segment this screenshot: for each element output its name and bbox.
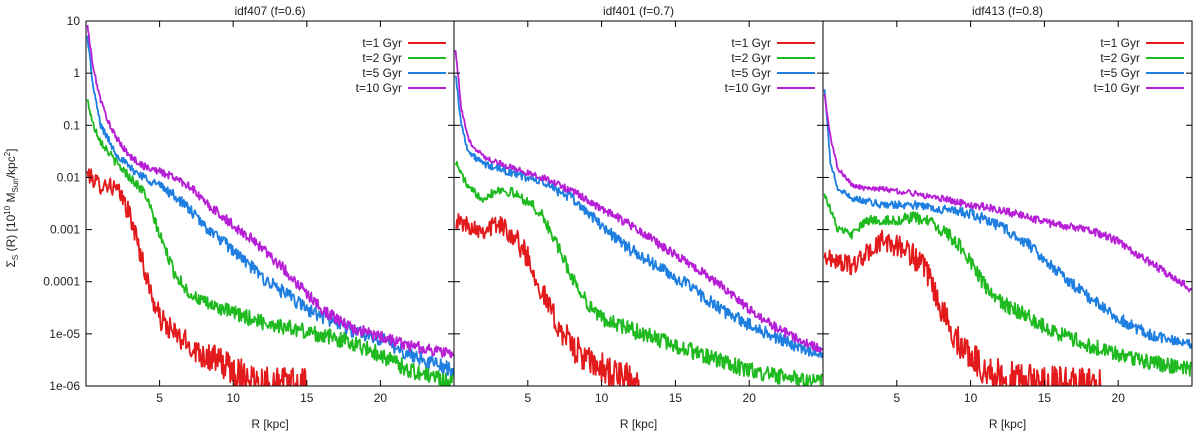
x-tick-label: 10	[595, 391, 609, 405]
x-axis-title: R [kpc]	[620, 417, 657, 431]
series-line-t-5-gyr	[454, 75, 823, 359]
y-tick-label: 10	[67, 14, 81, 28]
legend-label: t=5 Gyr	[362, 66, 402, 80]
x-tick-label: 20	[374, 391, 388, 405]
series-line-t-2-gyr	[86, 99, 454, 386]
legend-label: t=1 Gyr	[1100, 36, 1140, 50]
panel-title: idf413 (f=0.8)	[972, 4, 1043, 18]
series-line-t-10-gyr	[86, 25, 454, 359]
legend-label: t=5 Gyr	[731, 66, 771, 80]
legend-label: t=2 Gyr	[1100, 51, 1140, 65]
x-tick-label: 5	[524, 391, 531, 405]
y-tick-label: 1e-05	[49, 327, 80, 341]
series-line-t-10-gyr	[454, 49, 823, 353]
series-group	[86, 25, 454, 386]
legend-label: t=10 Gyr	[1094, 81, 1140, 95]
y-tick-label: 0.1	[63, 118, 80, 132]
y-axis-title-sigma: Σ	[4, 260, 18, 267]
legend-label: t=2 Gyr	[362, 51, 402, 65]
x-tick-label: 15	[300, 391, 314, 405]
series-group	[823, 89, 1192, 386]
y-axis-title-kpc: /kpc	[4, 156, 18, 178]
series-group	[454, 49, 823, 386]
x-tick-label: 5	[156, 391, 163, 405]
x-tick-label: 20	[1112, 391, 1126, 405]
x-tick-label: 5	[893, 391, 900, 405]
x-tick-label: 15	[1038, 391, 1052, 405]
y-axis-title-two: 2	[3, 151, 12, 156]
panel-title: idf407 (f=0.6)	[234, 4, 305, 18]
x-tick-label: 15	[669, 391, 683, 405]
y-axis-title: ΣS (R) [1010 MSun/kpc2]	[3, 148, 20, 267]
y-axis-title-m: M	[4, 193, 18, 206]
y-tick-label: 1	[73, 66, 80, 80]
legend-label: t=1 Gyr	[362, 36, 402, 50]
y-tick-label: 1e-06	[49, 379, 80, 393]
y-tick-label: 0.001	[50, 223, 80, 237]
y-axis-title-sun: Sun	[11, 178, 20, 192]
series-line-t-10-gyr	[823, 93, 1192, 293]
y-axis-title-close: ]	[4, 148, 18, 151]
y-tick-label: 0.0001	[43, 275, 80, 289]
series-line-t-1-gyr	[86, 168, 307, 386]
series-line-t-2-gyr	[454, 160, 823, 386]
series-line-t-5-gyr	[86, 35, 454, 377]
legend-label: t=5 Gyr	[1100, 66, 1140, 80]
x-tick-label: 20	[743, 391, 757, 405]
x-tick-label: 10	[227, 391, 241, 405]
legend-label: t=2 Gyr	[731, 51, 771, 65]
legend-label: t=10 Gyr	[725, 81, 771, 95]
x-tick-label: 10	[964, 391, 978, 405]
series-line-t-1-gyr	[455, 212, 640, 386]
panel-1: 5 10 15 20 10 1 0.1 0.01 0.001 0.0001 1e-05 1e-06 id…	[43, 4, 455, 431]
plot-frame	[822, 20, 1193, 387]
series-line-t-1-gyr	[823, 229, 1102, 386]
y-axis-title-r: (R) [10	[4, 214, 18, 254]
legend-label: t=10 Gyr	[356, 81, 402, 95]
x-axis-title: R [kpc]	[251, 417, 288, 431]
y-axis-title-sub: S	[11, 255, 20, 260]
y-axis-title-exp: 10	[3, 205, 12, 214]
series-line-t-5-gyr	[823, 89, 1192, 349]
legend-label: t=1 Gyr	[731, 36, 771, 50]
series-line-t-2-gyr	[823, 193, 1192, 377]
x-axis-title: R [kpc]	[989, 417, 1026, 431]
panel-title: idf401 (f=0.7)	[603, 4, 674, 18]
y-tick-label: 0.01	[57, 170, 81, 184]
